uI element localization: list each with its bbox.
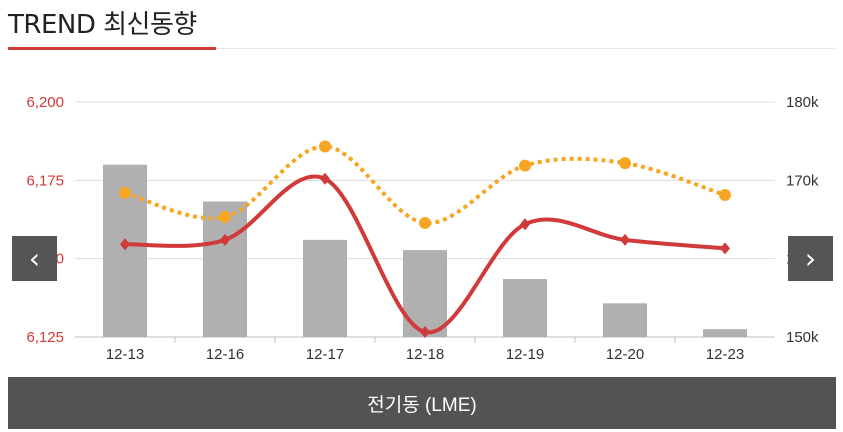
- x-axis-tick-label: 12-13: [106, 346, 144, 363]
- right-axis-tick-label: 170k: [786, 172, 819, 189]
- left-axis-tick-label: 6,200: [26, 94, 64, 111]
- bar: [703, 329, 747, 337]
- series-point-solid: [620, 233, 630, 246]
- right-axis-tick-label: 180k: [786, 94, 819, 111]
- x-axis-tick-label: 12-23: [706, 346, 744, 363]
- series-point-solid: [720, 242, 730, 255]
- chevron-right-icon[interactable]: ›: [788, 236, 833, 281]
- x-axis-tick-label: 12-16: [206, 346, 244, 363]
- series-point-dotted: [419, 216, 431, 229]
- x-axis-tick-label: 12-18: [406, 346, 444, 363]
- series-point-solid: [520, 218, 530, 231]
- series-point-dotted: [719, 189, 731, 202]
- x-axis-tick-label: 12-17: [306, 346, 344, 363]
- series-point-solid: [220, 233, 230, 246]
- series-point-solid: [420, 325, 430, 338]
- left-axis-tick-label: 6,175: [26, 172, 64, 189]
- series-point-solid: [120, 238, 130, 251]
- right-axis-tick-label: 150k: [786, 329, 819, 346]
- title-underline: [8, 47, 216, 50]
- series-point-dotted: [319, 140, 331, 153]
- bar: [503, 279, 547, 337]
- trend-chart: 6,2006,1756,1506,125180k170k160k150k12-1…: [26, 94, 819, 363]
- chart-caption: 전기동 (LME): [8, 377, 836, 429]
- chevron-left-icon[interactable]: ‹: [12, 236, 57, 281]
- bar: [203, 201, 247, 337]
- x-axis-tick-label: 12-20: [606, 346, 644, 363]
- series-point-dotted: [519, 159, 531, 172]
- bar: [403, 250, 447, 337]
- x-axis-tick-label: 12-19: [506, 346, 544, 363]
- left-axis-tick-label: 6,125: [26, 329, 64, 346]
- page-title: TREND 최신동향: [8, 10, 197, 40]
- series-point-dotted: [119, 186, 131, 199]
- title-divider: [216, 48, 836, 49]
- series-point-solid: [320, 172, 330, 185]
- series-point-dotted: [619, 157, 631, 170]
- series-point-dotted: [219, 210, 231, 223]
- caption-label: 전기동 (LME): [367, 394, 477, 416]
- bar: [303, 239, 347, 337]
- bar: [603, 303, 647, 337]
- header: TREND 최신동향: [0, 0, 843, 52]
